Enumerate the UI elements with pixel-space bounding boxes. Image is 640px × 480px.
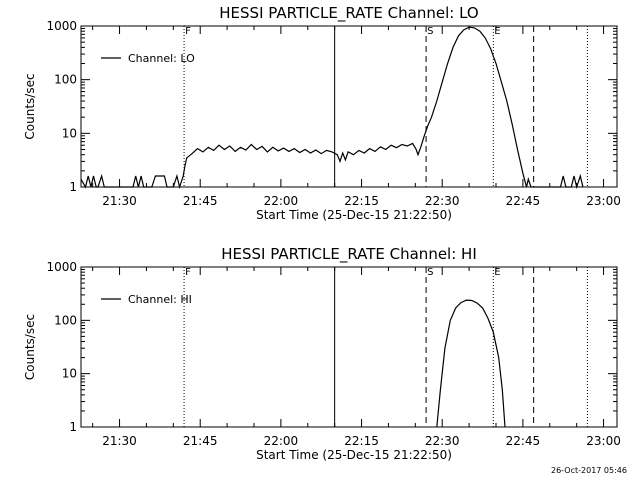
marker-label: E	[494, 26, 500, 37]
y-axis-label: Counts/sec	[23, 314, 37, 380]
x-tick-label: 21:30	[102, 434, 137, 448]
marker-label: F	[185, 26, 191, 37]
y-tick-label: 100	[54, 73, 77, 87]
marker-label: F	[185, 267, 191, 278]
x-tick-label: 21:45	[183, 434, 218, 448]
x-tick-label: 22:15	[344, 434, 379, 448]
y-tick-label: 1	[69, 420, 77, 434]
x-tick-label: 22:30	[425, 434, 460, 448]
x-tick-label: 23:00	[586, 194, 621, 208]
marker-label: S	[427, 26, 433, 37]
series-line	[80, 26, 584, 190]
footer-timestamp: 26-Oct-2017 05:46	[551, 466, 627, 475]
x-axis-label: Start Time (25-Dec-15 21:22:50)	[256, 208, 452, 222]
x-tick-label: 21:45	[183, 194, 218, 208]
x-tick-label: 23:00	[586, 434, 621, 448]
x-tick-label: 22:00	[264, 194, 299, 208]
x-tick-label: 21:30	[102, 194, 137, 208]
legend-label: Channel: LO	[128, 52, 195, 65]
chart-title: HESSI PARTICLE_RATE Channel: LO	[219, 4, 478, 23]
y-tick-label: 10	[62, 126, 77, 140]
legend-label: Channel: HI	[128, 293, 192, 306]
x-tick-label: 22:45	[506, 434, 541, 448]
x-tick-label: 22:15	[344, 194, 379, 208]
y-tick-label: 10	[62, 367, 77, 381]
y-tick-label: 1000	[46, 260, 77, 274]
y-axis-label: Counts/sec	[23, 73, 37, 139]
marker-label: E	[494, 267, 500, 278]
series-line	[436, 299, 506, 428]
x-tick-label: 22:30	[425, 194, 460, 208]
chart-title: HESSI PARTICLE_RATE Channel: HI	[221, 245, 477, 264]
marker-label: S	[427, 267, 433, 278]
y-tick-label: 1000	[46, 19, 77, 33]
y-tick-label: 1	[69, 180, 77, 194]
plot-frame	[80, 266, 618, 428]
x-tick-label: 22:00	[264, 434, 299, 448]
x-axis-label: Start Time (25-Dec-15 21:22:50)	[256, 448, 452, 462]
y-tick-label: 100	[54, 313, 77, 327]
x-tick-label: 22:45	[506, 194, 541, 208]
plot-frame	[80, 25, 618, 188]
